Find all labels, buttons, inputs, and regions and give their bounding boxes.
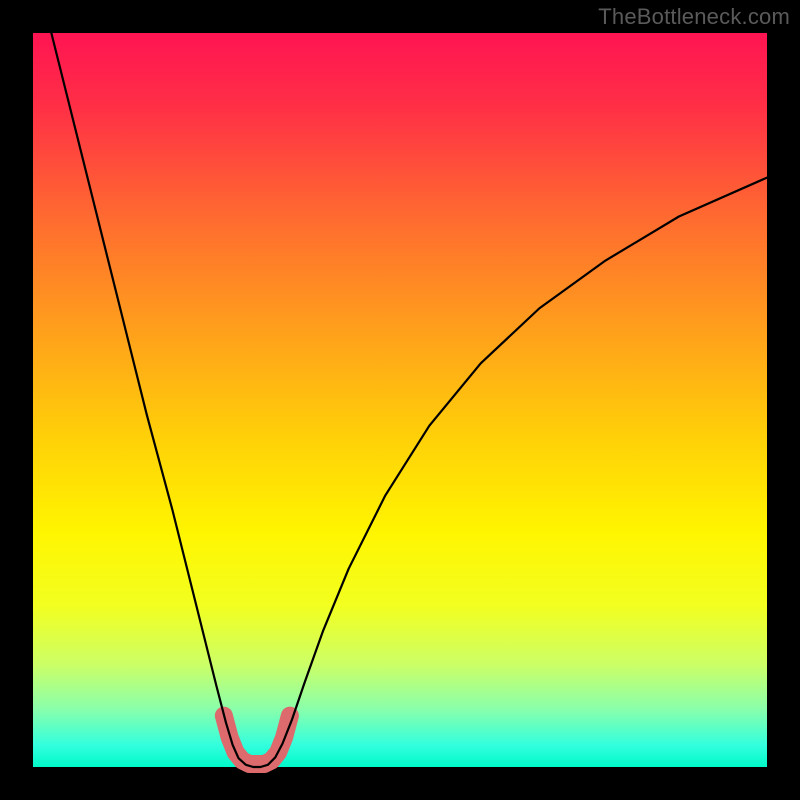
watermark-label: TheBottleneck.com bbox=[598, 4, 790, 30]
bottleneck-chart bbox=[0, 0, 800, 800]
chart-frame: TheBottleneck.com bbox=[0, 0, 800, 800]
